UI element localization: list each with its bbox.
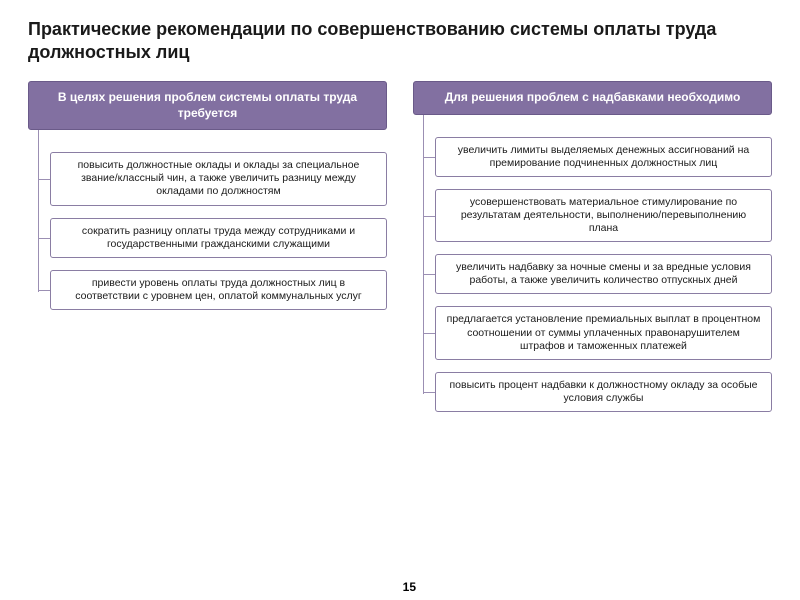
connector-line [38,290,50,291]
connector-line [423,333,435,334]
item-box: увеличить лимиты выделяемых денежных асс… [435,137,772,177]
list-item: сократить разницу оплаты труда между сот… [50,218,387,258]
list-item: увеличить лимиты выделяемых денежных асс… [435,137,772,177]
connector-line [423,216,435,217]
item-box: увеличить надбавку за ночные смены и за … [435,254,772,294]
item-box: повысить должностные оклады и оклады за … [50,152,387,205]
item-box: сократить разницу оплаты труда между сот… [50,218,387,258]
left-column: В целях решения проблем системы оплаты т… [28,81,387,412]
item-box: усовершенствовать материальное стимулиро… [435,189,772,242]
left-header: В целях решения проблем системы оплаты т… [28,81,387,130]
connector-line [423,157,435,158]
list-item: привести уровень оплаты труда должностны… [50,270,387,310]
list-item: повысить процент надбавки к должностному… [435,372,772,412]
left-children: повысить должностные оклады и оклады за … [28,130,387,310]
item-box: привести уровень оплаты труда должностны… [50,270,387,310]
page-number: 15 [403,580,416,594]
item-box: предлагается установление премиальных вы… [435,306,772,359]
list-item: увеличить надбавку за ночные смены и за … [435,254,772,294]
list-item: предлагается установление премиальных вы… [435,306,772,359]
right-column: Для решения проблем с надбавками необход… [413,81,772,412]
page-title: Практические рекомендации по совершенств… [28,18,772,63]
connector-line [38,238,50,239]
list-item: повысить должностные оклады и оклады за … [50,152,387,205]
right-header: Для решения проблем с надбавками необход… [413,81,772,115]
left-vline [38,130,39,292]
right-children: увеличить лимиты выделяемых денежных асс… [413,115,772,413]
diagram-columns: В целях решения проблем системы оплаты т… [28,81,772,412]
item-box: повысить процент надбавки к должностному… [435,372,772,412]
connector-line [423,392,435,393]
list-item: усовершенствовать материальное стимулиро… [435,189,772,242]
connector-line [38,179,50,180]
connector-line [423,274,435,275]
